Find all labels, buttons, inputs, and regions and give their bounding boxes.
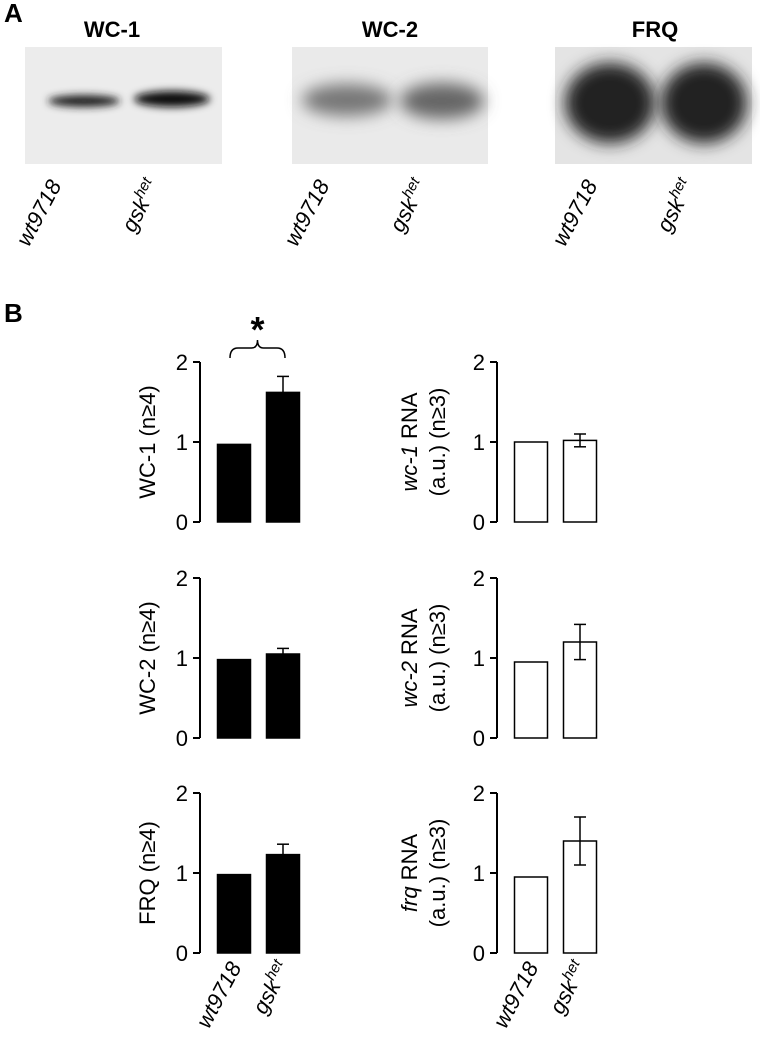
y-axis-label-italic: wc-2 (397, 661, 422, 707)
lane-label: gskhet (383, 174, 433, 236)
significance-bracket (229, 339, 286, 359)
y-axis-label-text: RNA (397, 608, 422, 655)
y-tick-label: 1 (473, 430, 485, 455)
blot-title: WC-1 (84, 17, 140, 42)
lane-label-text: gsk (384, 193, 423, 236)
lane-label: gskhet (650, 174, 700, 236)
blot-title: FRQ (632, 17, 678, 42)
y-tick-label: 0 (473, 510, 485, 535)
y-axis-label-italic: frq (397, 886, 422, 912)
x-tick-label: gskhet (246, 956, 296, 1018)
y-tick-label: 1 (176, 646, 188, 671)
y-tick-label: 1 (176, 430, 188, 455)
blot-title: WC-2 (362, 17, 418, 42)
y-tick-label: 2 (473, 350, 485, 375)
lane-label-text: wt9718 (11, 175, 67, 250)
error-bar (574, 816, 586, 866)
lane-label: wt9718 (547, 175, 603, 250)
error-bar (574, 623, 586, 661)
lane-label-text: wt9718 (279, 175, 335, 250)
lane-label: wt9718 (279, 175, 335, 250)
blot-image (292, 47, 488, 164)
error-bar (277, 647, 289, 661)
y-tick-label: 1 (176, 861, 188, 886)
error-bar (277, 375, 289, 410)
lane-label-text: wt9718 (547, 175, 603, 250)
y-axis-label: frq RNA (397, 834, 422, 913)
x-tick-label-text: gsk (544, 975, 583, 1018)
x-tick-label-text: wt9718 (191, 957, 247, 1032)
bar (562, 439, 598, 523)
y-axis-label: (a.u.) (n≥3) (425, 819, 450, 928)
error-bar (277, 843, 289, 866)
y-tick-label: 0 (176, 510, 188, 535)
bar (265, 653, 301, 739)
significance-marker: * (250, 309, 264, 350)
y-tick-label: 0 (176, 941, 188, 966)
panel-label: B (4, 298, 23, 328)
x-tick-label: gskhet (543, 956, 593, 1018)
lane-label: wt9718 (11, 175, 67, 250)
y-tick-label: 0 (473, 726, 485, 751)
bar (216, 658, 252, 739)
blot-image (25, 47, 222, 164)
y-axis-label: WC-2 (n≥4) (135, 601, 160, 715)
bar (513, 441, 549, 523)
bar (216, 443, 252, 523)
y-axis-label: (a.u.) (n≥3) (425, 388, 450, 497)
y-tick-label: 2 (176, 781, 188, 806)
y-tick-label: 1 (473, 646, 485, 671)
blot-image (555, 47, 752, 164)
bar (265, 853, 301, 954)
bar (513, 661, 549, 739)
x-tick-label: wt9718 (191, 957, 247, 1032)
x-tick-label-text: gsk (247, 975, 286, 1018)
y-axis-label-text: RNA (397, 834, 422, 881)
y-axis-label: (a.u.) (n≥3) (425, 604, 450, 713)
bar (513, 876, 549, 954)
y-tick-label: 2 (176, 566, 188, 591)
bar (216, 873, 252, 954)
y-tick-label: 0 (473, 941, 485, 966)
error-bar (574, 433, 586, 448)
y-axis-label-italic: wc-1 (397, 445, 422, 491)
lane-label-text: gsk (651, 193, 690, 236)
y-tick-label: 2 (473, 781, 485, 806)
y-tick-label: 0 (176, 726, 188, 751)
y-tick-label: 1 (473, 861, 485, 886)
y-axis-label: FRQ (n≥4) (135, 821, 160, 925)
y-axis-label: wc-2 RNA (397, 608, 422, 707)
x-tick-label-text: wt9718 (488, 957, 544, 1032)
y-tick-label: 2 (473, 566, 485, 591)
y-axis-label: WC-1 (n≥4) (135, 385, 160, 499)
bar (265, 391, 301, 523)
lane-label: gskhet (115, 174, 165, 236)
y-axis-label: wc-1 RNA (397, 392, 422, 491)
x-tick-label: wt9718 (488, 957, 544, 1032)
lane-label-text: gsk (116, 193, 155, 236)
panel-label: A (4, 0, 23, 28)
y-tick-label: 2 (176, 350, 188, 375)
y-axis-label-text: RNA (397, 392, 422, 439)
